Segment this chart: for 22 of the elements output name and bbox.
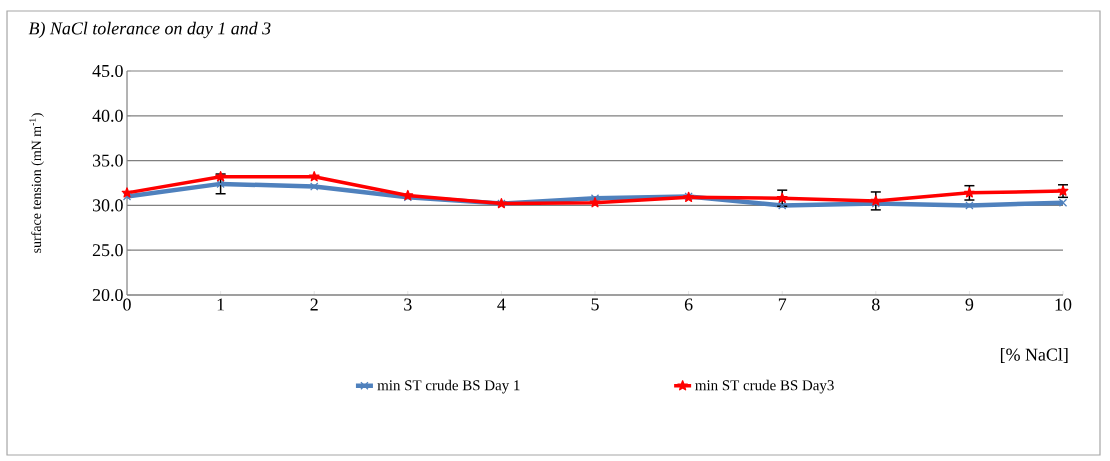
y-tick-label: 20.0	[92, 288, 123, 302]
x-tick-label: 8	[872, 298, 880, 311]
y-tick-label: 25.0	[92, 244, 123, 257]
y-axis-title: surface tension (mN m$^{-1}$)	[29, 113, 44, 253]
legend-label: min ST crude BS Day 1	[377, 379, 520, 394]
x-axis-title: [% NaCl]	[1000, 348, 1068, 363]
x-tick-label: 4	[497, 298, 506, 311]
x-tick-label: 1	[217, 298, 225, 311]
chart-title: B) NaCl tolerance on day 1 and 3	[28, 21, 271, 39]
legend-label: min ST crude BS Day3	[695, 379, 834, 394]
x-tick-label: 0	[123, 298, 131, 311]
y-tick-label: 40.0	[92, 109, 123, 122]
x-tick-label: 10	[1055, 298, 1072, 311]
x-tick-label: 7	[778, 298, 787, 311]
y-tick-label: 45.0	[92, 64, 123, 78]
x-tick-label: 2	[310, 298, 318, 311]
x-tick-label: 3	[404, 298, 412, 311]
x-tick-label: 5	[591, 298, 599, 311]
y-tick-label: 30.0	[92, 199, 123, 212]
y-tick-label: 35.0	[92, 154, 123, 167]
x-tick-label: 6	[684, 298, 693, 311]
x-tick-label: 9	[965, 298, 974, 311]
